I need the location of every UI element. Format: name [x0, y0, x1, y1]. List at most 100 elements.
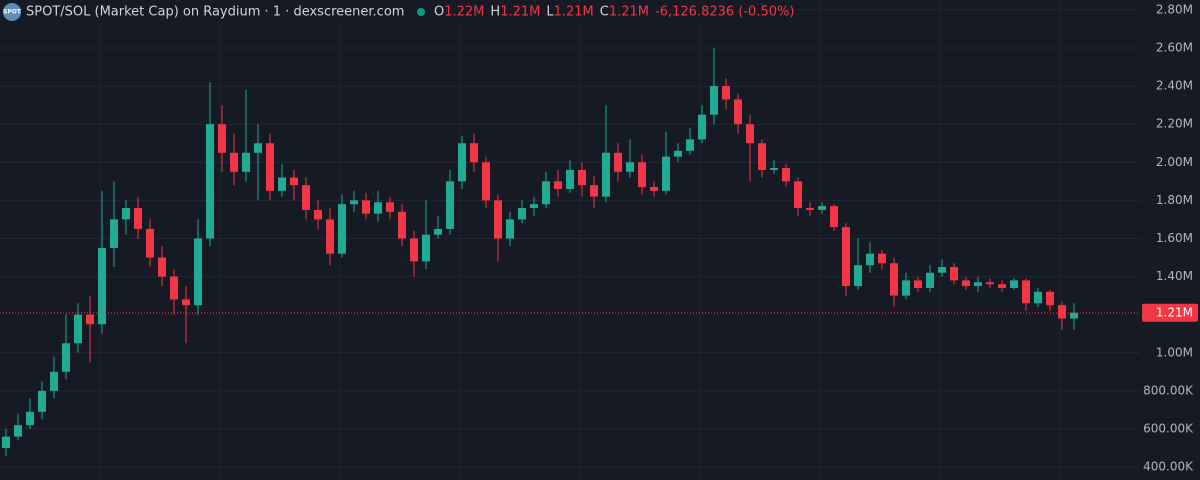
candle-body: [842, 227, 850, 287]
candle-body: [554, 181, 562, 189]
candle-body: [182, 299, 190, 306]
candle-body: [458, 143, 466, 182]
candle-body: [806, 208, 814, 210]
ohlc-key: L: [546, 5, 554, 20]
candle-body: [1034, 291, 1042, 304]
candle-body: [722, 86, 730, 100]
candles: [0, 48, 1140, 456]
candle-body: [542, 181, 550, 205]
y-tick-label: 2.20M: [1156, 117, 1193, 131]
candle-body: [470, 143, 478, 163]
candle-body: [218, 124, 226, 153]
candle-body: [26, 411, 34, 426]
candle-body: [734, 99, 742, 125]
candle-body: [590, 185, 598, 197]
candle-body: [698, 114, 706, 140]
candle-body: [926, 272, 934, 288]
candle-body: [650, 187, 658, 191]
candle-body: [446, 181, 454, 229]
candle-body: [674, 150, 682, 157]
candle-body: [14, 425, 22, 437]
candle-body: [398, 211, 406, 239]
candle-body: [602, 152, 610, 197]
candle-body: [338, 204, 346, 254]
candle-body: [950, 267, 958, 281]
candle-body: [770, 168, 778, 170]
candle-body: [638, 162, 646, 188]
candle-body: [854, 265, 862, 287]
status-dot: [417, 8, 425, 16]
candle-body: [194, 238, 202, 306]
candle-body: [266, 143, 274, 191]
candle-body: [122, 208, 130, 220]
ohlc-value: 1.21M: [609, 5, 649, 20]
y-tick-label: 2.60M: [1156, 41, 1193, 55]
candle-body: [974, 282, 982, 287]
candle-body: [350, 200, 358, 205]
candle-body: [914, 280, 922, 288]
candle-body: [902, 280, 910, 296]
candle-body: [314, 209, 322, 220]
candle-body: [86, 314, 94, 325]
candle-body: [962, 280, 970, 287]
candle-body: [98, 248, 106, 325]
candle-body: [434, 228, 442, 235]
candle-body: [1058, 305, 1066, 319]
y-tick-label: 1.00M: [1156, 345, 1193, 359]
candle-body: [302, 185, 310, 210]
candle-body: [110, 219, 118, 248]
candle-body: [818, 206, 826, 210]
candle-body: [506, 219, 514, 239]
y-tick-label: 600.00K: [1143, 421, 1194, 435]
y-tick-label: 2.40M: [1156, 79, 1193, 93]
token-icon-text: SPOT: [3, 9, 22, 16]
candle-body: [614, 152, 622, 172]
candle-body: [986, 282, 994, 285]
ohlc-change: -6,126.8236 (-0.50%): [655, 5, 794, 20]
candle-body: [686, 139, 694, 151]
candle-body: [578, 169, 586, 186]
candle-body: [50, 371, 58, 391]
candle-body: [938, 267, 946, 273]
candle-body: [1070, 312, 1078, 319]
candle-body: [230, 152, 238, 172]
candle-body: [170, 276, 178, 300]
ohlc-value: 1.21M: [554, 5, 594, 20]
candle-body: [626, 162, 634, 172]
candle-body: [1010, 280, 1018, 288]
candle-body: [134, 208, 142, 229]
candle-body: [530, 204, 538, 208]
candle-body: [326, 219, 334, 254]
candle-body: [410, 238, 418, 262]
chart-title: SPOT/SOL (Market Cap) on Raydium · 1 · d…: [26, 5, 404, 20]
header-bg: [0, 0, 760, 24]
candle-body: [710, 86, 718, 115]
ohlc-key: O: [434, 5, 444, 20]
candle-body: [278, 177, 286, 191]
candle-body: [830, 206, 838, 228]
candle-body: [890, 263, 898, 296]
candle-body: [794, 181, 802, 208]
candle-body: [38, 390, 46, 412]
candle-body: [386, 202, 394, 212]
candle-body: [158, 257, 166, 277]
candle-body: [62, 343, 70, 372]
candle-body: [374, 202, 382, 214]
y-tick-label: 800.00K: [1143, 383, 1194, 397]
candle-body: [422, 234, 430, 262]
ohlc-key: H: [490, 5, 500, 20]
candle-body: [2, 436, 10, 448]
candle-body: [146, 228, 154, 258]
y-tick-label: 1.60M: [1156, 231, 1193, 245]
y-tick-label: 400.00K: [1143, 460, 1194, 474]
candle-body: [866, 253, 874, 266]
y-tick-label: 1.40M: [1156, 269, 1193, 283]
candle-body: [998, 284, 1006, 288]
candle-body: [74, 314, 82, 344]
candle-body: [206, 124, 214, 239]
candle-body: [878, 253, 886, 264]
ohlc-key: C: [600, 5, 609, 20]
